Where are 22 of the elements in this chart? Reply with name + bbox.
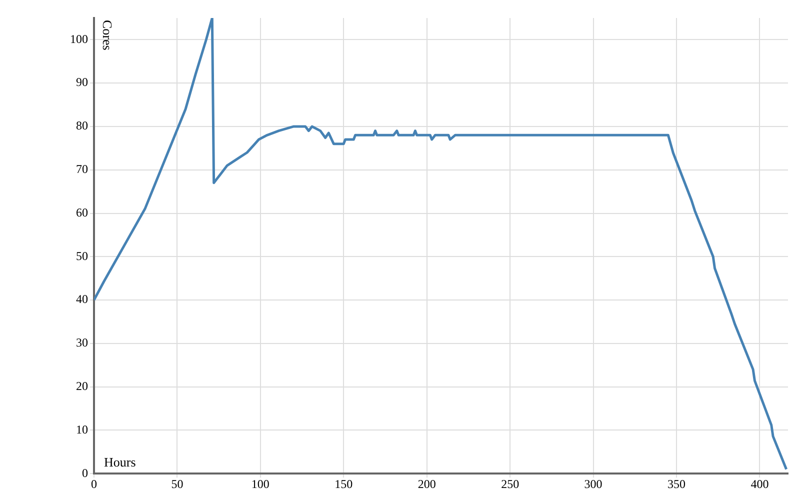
x-axis-title: Hours bbox=[104, 454, 136, 470]
y-tick-label: 70 bbox=[76, 162, 88, 176]
x-tick-label: 200 bbox=[418, 476, 436, 491]
x-tick-label: 350 bbox=[667, 476, 686, 491]
x-tick-label: 50 bbox=[171, 476, 184, 491]
y-tick-label: 30 bbox=[76, 336, 88, 350]
x-tick-label: 250 bbox=[501, 476, 520, 491]
x-tick-label: 300 bbox=[584, 476, 602, 491]
x-tick-label: 400 bbox=[750, 476, 769, 491]
y-tick-label: 10 bbox=[76, 422, 88, 436]
y-tick-label: 40 bbox=[76, 292, 88, 306]
x-tick-label: 0 bbox=[91, 476, 97, 491]
y-tick-label: 50 bbox=[76, 248, 88, 263]
x-tick-label: 100 bbox=[251, 476, 270, 491]
y-tick-label: 20 bbox=[76, 378, 88, 393]
y-tick-label: 100 bbox=[70, 32, 88, 46]
y-tick-label: 60 bbox=[76, 205, 88, 220]
y-tick-label: 80 bbox=[76, 118, 88, 133]
y-axis-title: Cores bbox=[100, 20, 116, 50]
y-tick-label: 0 bbox=[82, 466, 88, 480]
y-tick-label: 90 bbox=[76, 75, 88, 90]
x-tick-label: 150 bbox=[334, 476, 353, 491]
